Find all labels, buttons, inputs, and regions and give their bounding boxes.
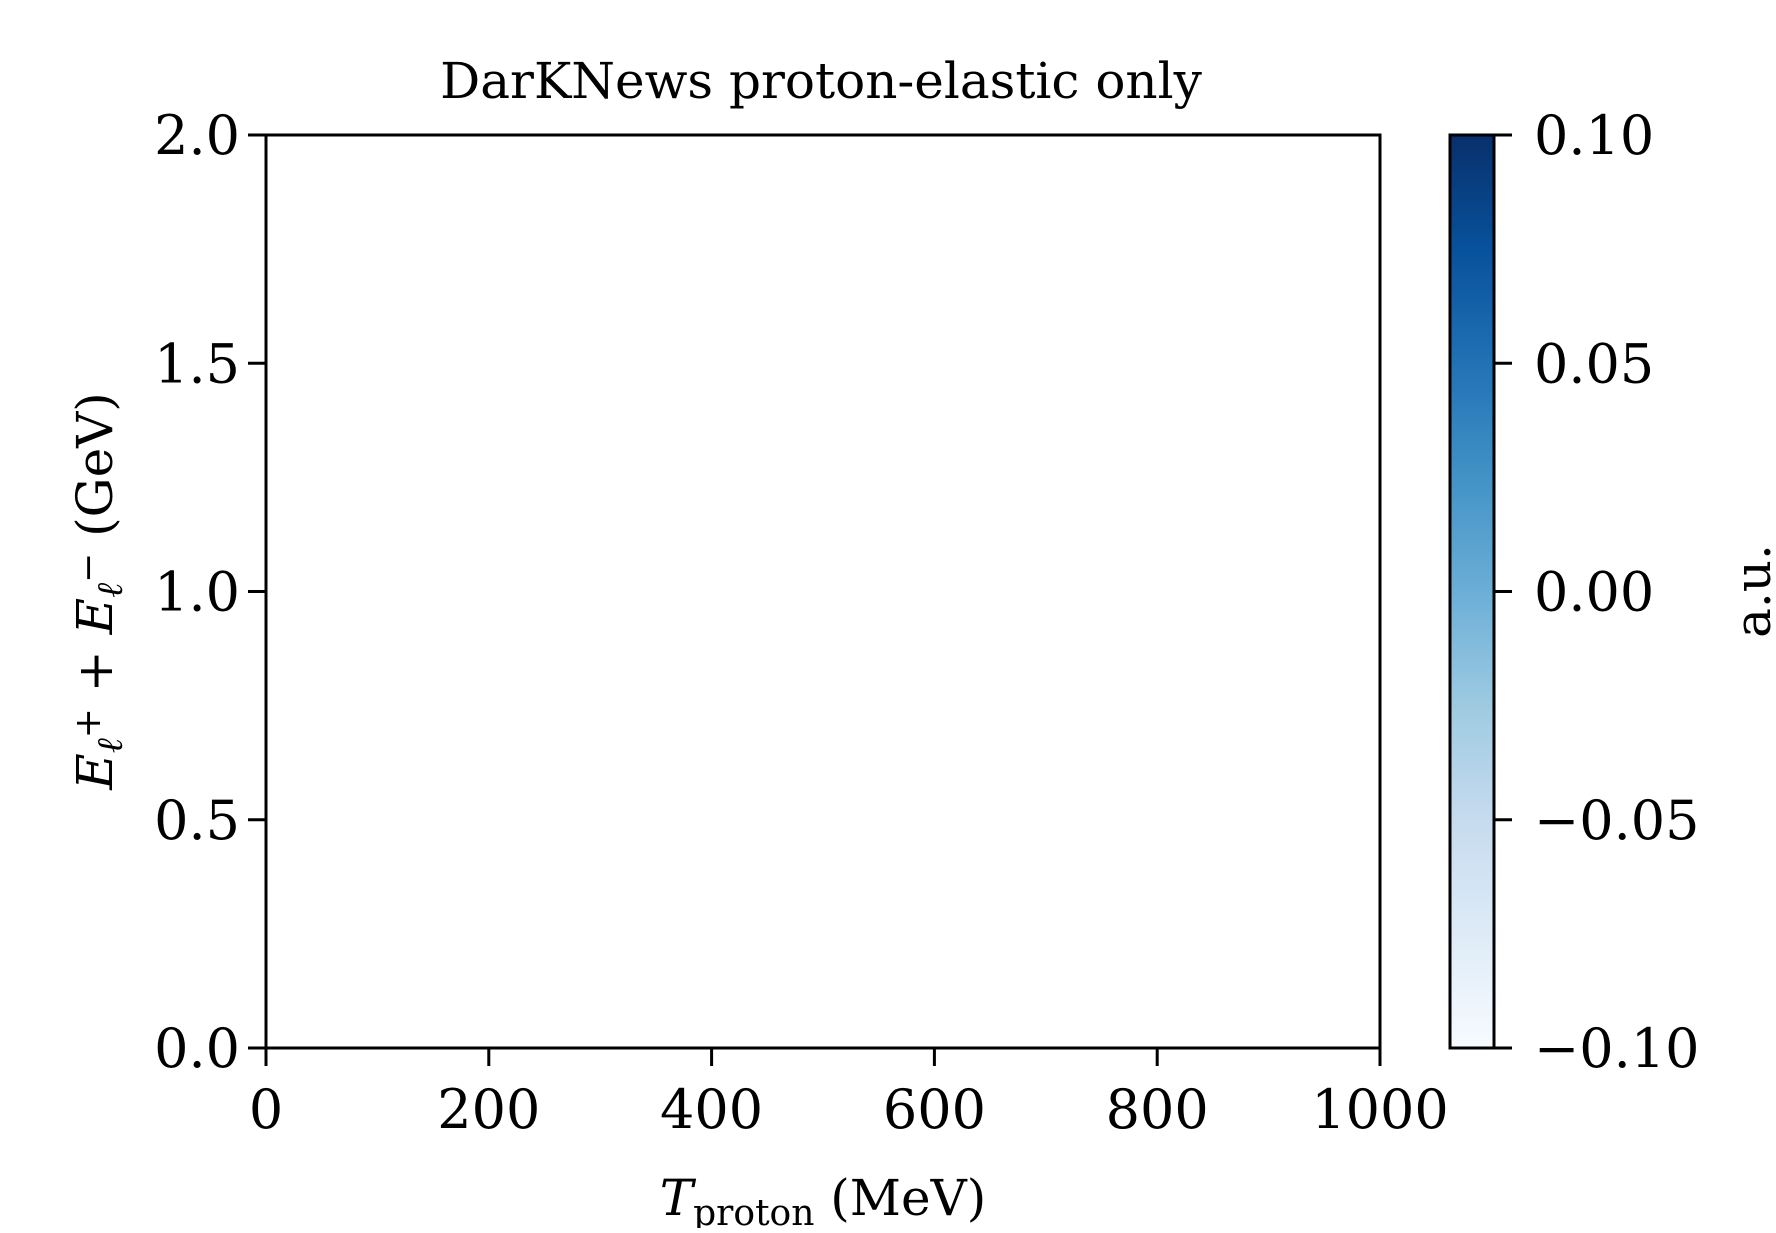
x-axis-label-sub: proton xyxy=(693,1193,814,1228)
y-tick-label: 1.5 xyxy=(154,332,240,395)
x-axis-label-unit: (MeV) xyxy=(814,1169,986,1227)
colorbar-tick-label: 0.00 xyxy=(1534,561,1654,624)
y-tick-label: 1.0 xyxy=(154,561,240,624)
x-tick-label: 0 xyxy=(249,1078,283,1141)
y-axis-label-unit: (GeV) xyxy=(66,392,124,553)
x-axis: 0 200 400 600 800 1000 xyxy=(249,1048,1449,1141)
colorbar xyxy=(1448,133,1496,1050)
x-axis-label: Tproton (MeV) xyxy=(660,1169,986,1228)
colorbar-label: a.u. xyxy=(1724,544,1776,638)
y-axis-label: Eℓ+ + Eℓ− (GeV) xyxy=(66,392,131,791)
x-axis-label-var: T xyxy=(660,1169,697,1227)
y-axis-label-sup1: + xyxy=(68,708,109,738)
x-tick-label: 400 xyxy=(660,1078,763,1141)
y-axis-label-mid: + xyxy=(66,634,124,708)
y-axis-label-sub1: ℓ xyxy=(90,738,131,753)
y-axis-label-var1: E xyxy=(66,753,124,791)
y-axis: 0.0 0.5 1.0 1.5 2.0 xyxy=(154,104,266,1080)
y-axis-label-sup2: − xyxy=(68,553,109,583)
colorbar-axis: −0.10 −0.05 0.00 0.05 0.10 xyxy=(1494,104,1699,1080)
y-tick-label: 2.0 xyxy=(154,104,240,167)
y-tick-label: 0.0 xyxy=(154,1017,240,1080)
colorbar-tick-label: 0.05 xyxy=(1534,332,1654,395)
x-tick-label: 1000 xyxy=(1311,1078,1448,1141)
x-tick-label: 600 xyxy=(883,1078,986,1141)
y-tick-label: 0.5 xyxy=(154,789,240,852)
y-axis-label-var2: E xyxy=(66,598,124,636)
plot-area xyxy=(264,133,1382,1050)
colorbar-tick-label: 0.10 xyxy=(1534,104,1654,167)
colorbar-tick-label: −0.05 xyxy=(1534,789,1699,852)
y-axis-label-sub2: ℓ xyxy=(90,583,131,598)
chart-title: DarKNews proton-elastic only xyxy=(440,52,1202,110)
colorbar-tick-label: −0.10 xyxy=(1534,1017,1699,1080)
x-tick-label: 800 xyxy=(1106,1078,1209,1141)
x-tick-label: 200 xyxy=(437,1078,540,1141)
